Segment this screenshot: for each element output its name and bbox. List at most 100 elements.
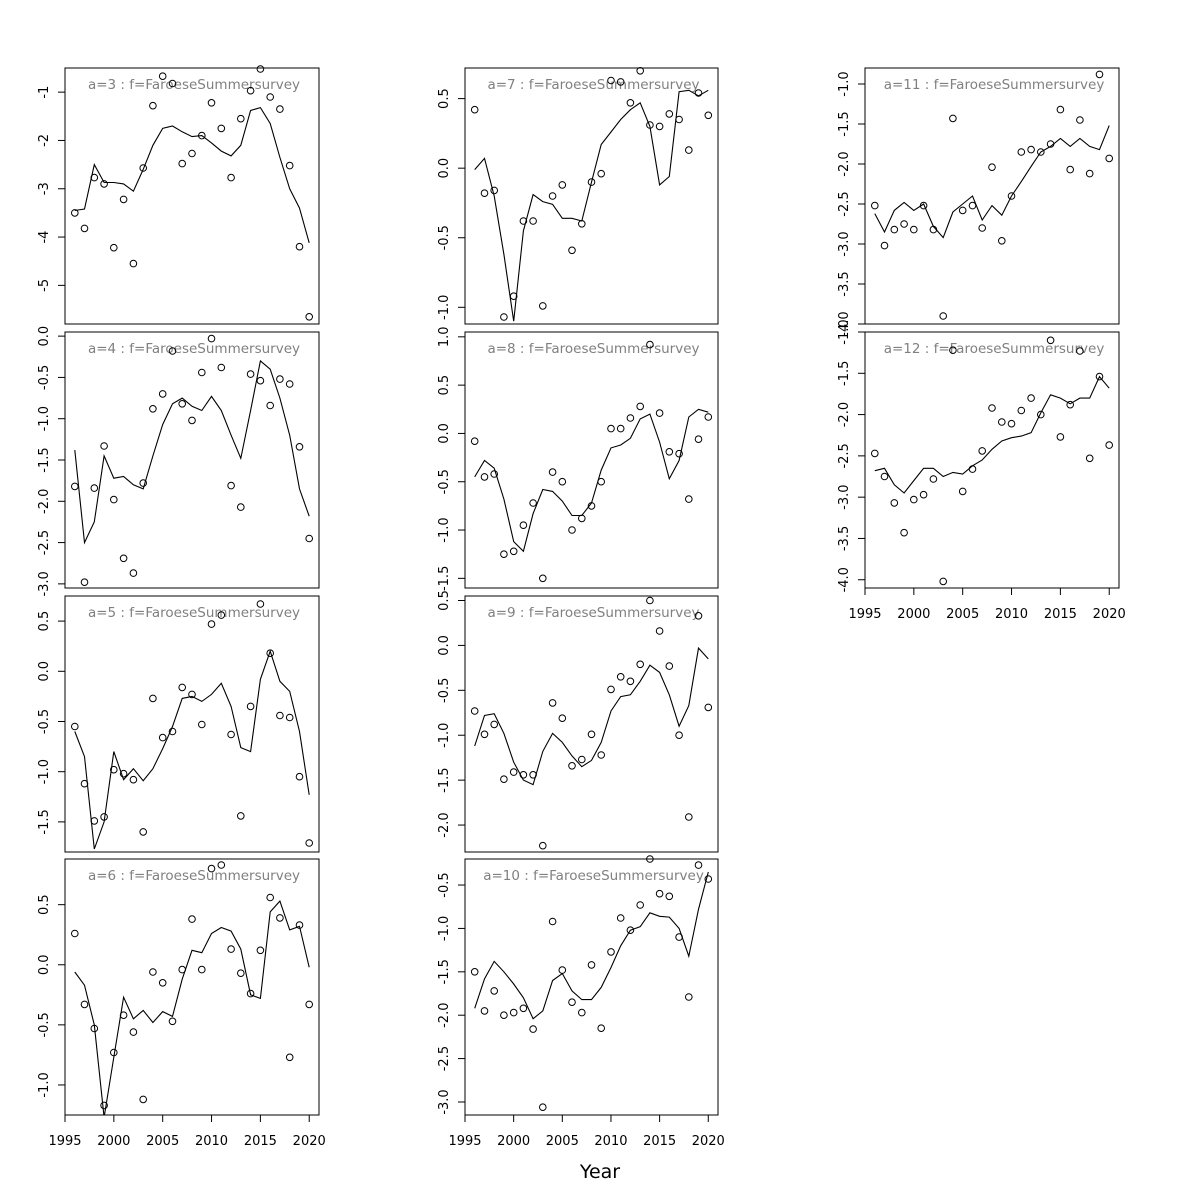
observed-point [509, 1008, 518, 1017]
x-tick-label: 2000 [497, 1134, 530, 1149]
observed-points [71, 600, 314, 847]
x-tick-label: 2015 [643, 1134, 676, 1149]
observed-point [636, 901, 645, 909]
observed-point [607, 685, 615, 694]
observed-point [266, 893, 275, 902]
observed-point [1076, 347, 1084, 355]
observed-point [568, 998, 576, 1007]
fitted-line [874, 375, 1110, 494]
observed-point [919, 490, 928, 499]
observed-point [110, 495, 118, 504]
observed-point [539, 574, 547, 583]
observed-point [1076, 116, 1084, 124]
y-tick-label: -3 [37, 182, 52, 195]
observed-point [1095, 372, 1104, 381]
observed-point [90, 1024, 99, 1033]
observed-point [480, 730, 489, 739]
x-axis: 1995 2000 2005 2010 2015 2020 [848, 587, 1126, 622]
x-tick-label: 2020 [1093, 607, 1126, 622]
observed-point [655, 409, 664, 417]
observed-point [1056, 433, 1065, 441]
observed-point [509, 768, 518, 776]
y-tick-label: -0.5 [37, 709, 52, 734]
observed-point [168, 1017, 177, 1026]
panel: a=4 : f=FaroeseSummersurvey-3.0-2.5-2.0-… [37, 326, 320, 597]
observed-point [548, 468, 557, 476]
observed-point [616, 424, 625, 433]
observed-point [178, 683, 186, 692]
y-tick-label: -2.0 [37, 489, 52, 514]
observed-point [998, 237, 1006, 245]
observed-point [558, 477, 567, 486]
x-tick-label: 2020 [293, 1134, 326, 1149]
observed-point [158, 979, 167, 987]
observed-point [490, 470, 499, 478]
x-axis: 1995 2000 2005 2010 2015 2020 [48, 1114, 326, 1149]
y-tick-label: -1.0 [437, 916, 452, 941]
observed-point [939, 312, 948, 320]
observed-point [675, 933, 683, 941]
observed-points [871, 70, 1113, 320]
observed-point [587, 961, 596, 969]
y-tick-label: -3.5 [837, 271, 852, 296]
observed-point [1007, 419, 1016, 428]
y-tick-label: -1.0 [37, 759, 52, 784]
observed-points [470, 67, 713, 321]
observed-point [217, 124, 226, 133]
observed-point [655, 122, 664, 131]
y-tick-label: -0.5 [437, 872, 452, 897]
fitted-line [74, 649, 310, 850]
observed-point [949, 114, 957, 123]
observed-point [305, 839, 314, 847]
observed-point [675, 115, 683, 124]
observed-points [470, 596, 713, 850]
y-tick-label: -1.5 [437, 959, 452, 984]
y-tick-label: -1 [37, 86, 52, 99]
observed-point [578, 514, 586, 523]
panel-title: a=8 : f=FaroeseSummersurvey [487, 341, 699, 357]
observed-point [198, 965, 206, 974]
observed-point [188, 690, 196, 699]
x-tick-label: 2000 [897, 607, 930, 622]
observed-point [149, 694, 157, 703]
y-tick-label: -2.0 [837, 151, 852, 176]
panel: a=3 : f=FaroeseSummersurvey -5 -4 -3 -2 -1 [37, 65, 320, 325]
observed-point [665, 448, 674, 456]
observed-point [616, 914, 625, 922]
observed-point [198, 131, 206, 140]
y-tick-label: -0.5 [437, 469, 452, 494]
observed-points [71, 334, 314, 587]
y-axis: -3.0 -2.5 -2.0 -1.5 -1.0 -0.5 0.0 [37, 326, 66, 597]
observed-point [217, 861, 226, 869]
y-axis: -1.0 -0.5 0.0 0.5 [37, 894, 66, 1098]
y-tick-label: 0.0 [37, 954, 52, 975]
observed-point [568, 246, 576, 255]
x-tick-label: 2000 [97, 1134, 130, 1149]
panel-title: a=7 : f=FaroeseSummersurvey [487, 77, 699, 93]
observed-point [568, 762, 576, 770]
observed-point [237, 969, 245, 978]
y-tick-label: -5 [37, 279, 52, 292]
observed-point [129, 569, 138, 577]
observed-point [880, 472, 889, 481]
observed-point [646, 596, 654, 605]
panel-title: a=10 : f=FaroeseSummersurvey [483, 868, 704, 884]
y-tick-label: -2.0 [437, 1003, 452, 1028]
observed-point [149, 101, 157, 110]
observed-point [539, 302, 547, 310]
observed-point [139, 479, 147, 487]
y-tick-label: -0.5 [37, 365, 52, 390]
y-tick-label: -1.0 [437, 723, 452, 748]
y-tick-label: 1.0 [437, 326, 452, 347]
fitted-line [74, 359, 310, 545]
y-tick-label: 0.5 [437, 590, 452, 611]
observed-point [207, 864, 216, 873]
y-tick-label: 0.0 [437, 635, 452, 656]
y-tick-label: -1.5 [437, 566, 452, 591]
observed-point [266, 401, 275, 410]
observed-point [168, 727, 177, 736]
observed-point [80, 224, 89, 233]
x-axis-label: Year [579, 1161, 620, 1183]
fitted-line [74, 900, 310, 1115]
observed-point [685, 146, 693, 154]
